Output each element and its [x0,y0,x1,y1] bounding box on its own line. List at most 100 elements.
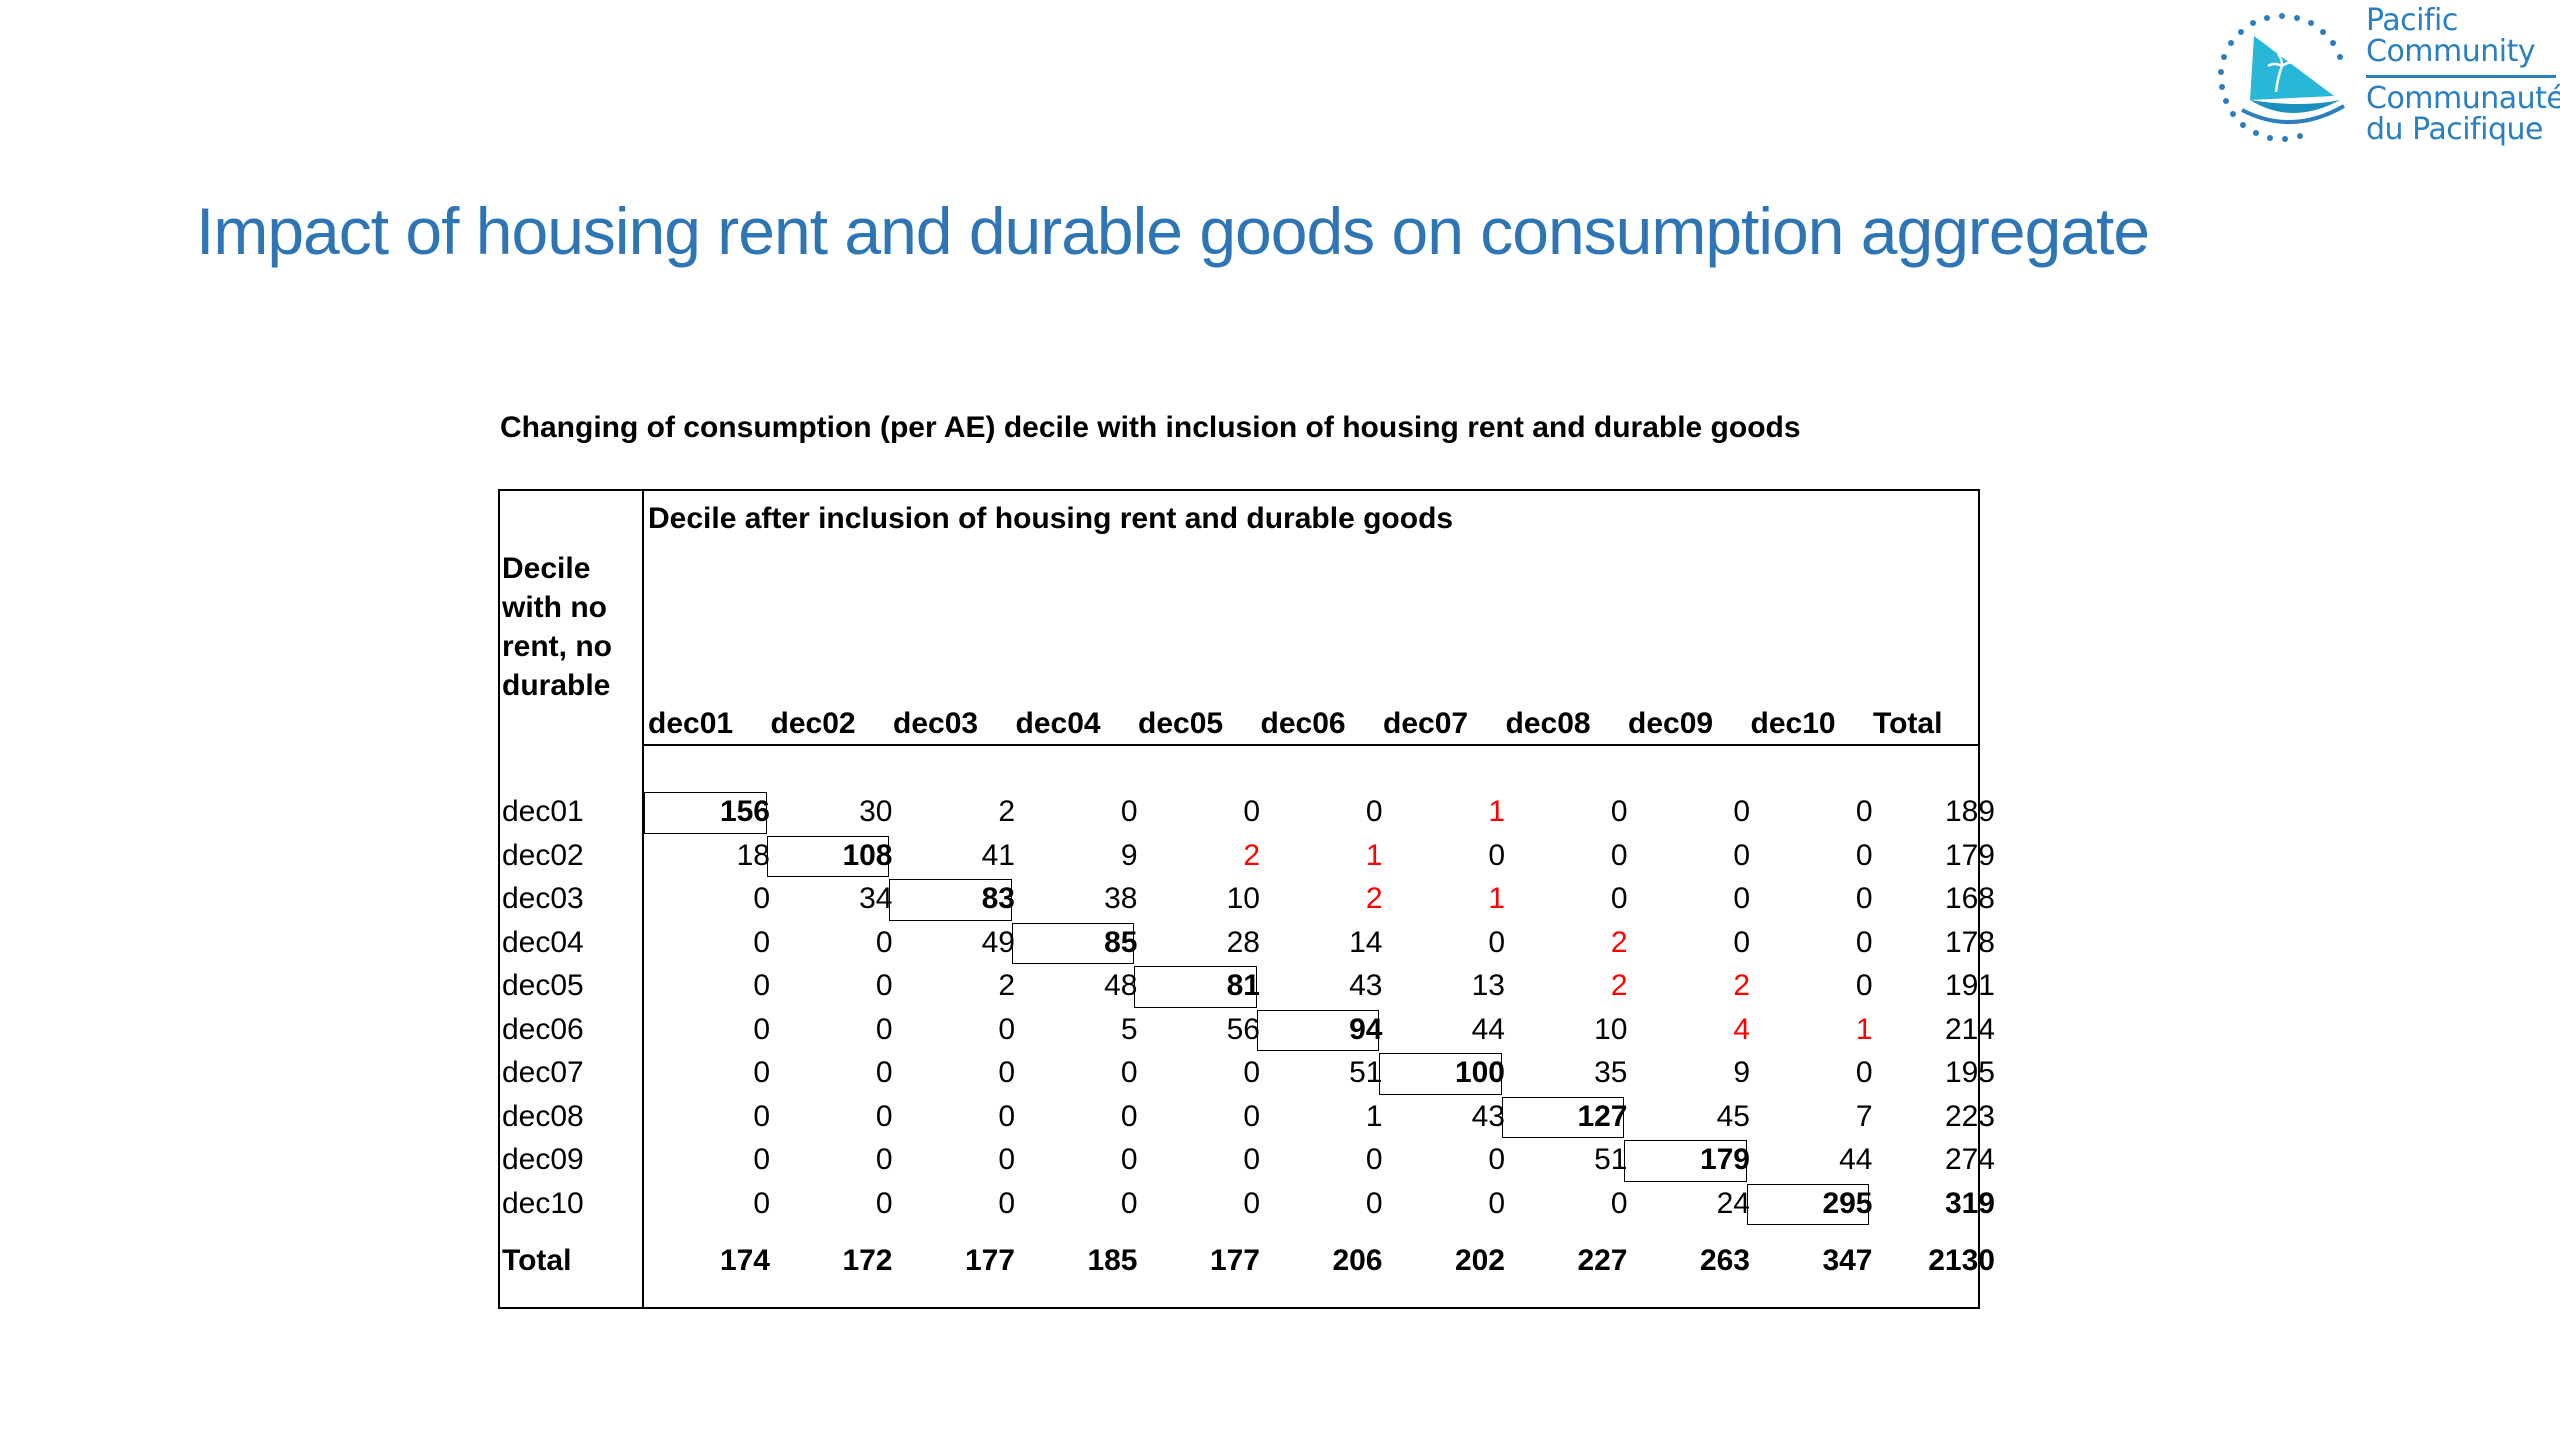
table-cell: 1 [1488,882,1505,915]
table-cell: 0 [753,1056,770,1089]
logo-emblem-icon [2218,13,2345,142]
table-cell: 189 [1944,795,1995,828]
table-cell: 0 [1610,1186,1628,1220]
table-cell: 0 [875,1056,893,1089]
column-header-dec10: dec10 [1750,707,1836,740]
table-cell: 0 [1365,1143,1383,1176]
total-cell: 177 [964,1244,1015,1277]
table-cell: 0 [1120,1099,1138,1133]
table-cell: 0 [998,1143,1015,1176]
table-cell: 18 [736,838,770,872]
table-cell: 295 [1822,1186,1873,1220]
table-cell: 0 [1855,795,1873,828]
table-cell: 156 [719,795,770,828]
table-cell: 44 [1471,1012,1505,1046]
column-header-dec06: dec06 [1260,707,1346,740]
row-group-header: Decile with no rent, no durable [502,552,612,702]
total-cell: 185 [1087,1244,1138,1277]
table-cell: 56 [1226,1012,1260,1046]
diagonal-cell-box [1134,966,1257,1008]
table-cell: 9 [1120,838,1138,872]
table-cell: 0 [1488,1186,1505,1220]
table-cell: 191 [1944,969,1995,1002]
total-row-label: Total [502,1244,572,1277]
column-group-header: Decile after inclusion of housing rent a… [648,502,1454,535]
table-cell: 0 [1733,925,1750,959]
table-cell: 0 [875,1143,893,1176]
table-cell: 0 [1733,882,1750,915]
table-cell: 0 [998,1099,1015,1133]
column-header-dec08: dec08 [1505,707,1591,740]
table-cell: 14 [1349,925,1383,959]
table-cell: 4 [1733,1012,1750,1046]
logo-text-du-pacifique: du Pacifique [2366,112,2543,147]
table-cell: 0 [1733,838,1750,872]
table-cell: 2 [1365,882,1383,915]
table-cell: 44 [1839,1143,1873,1176]
pacific-community-logo: Pacific Community Communauté du Pacifiqu… [2204,0,2560,150]
table-cell: 30 [859,795,893,828]
table-cell: 2 [998,969,1015,1002]
diagonal-cell-box [766,835,889,877]
total-cell: 202 [1454,1244,1505,1277]
column-header-dec05: dec05 [1138,707,1224,740]
row-label-dec05: dec05 [502,969,584,1002]
table-cell: 0 [1120,1143,1138,1176]
table-cell: 0 [998,1056,1015,1089]
table-cell: 0 [753,1143,770,1176]
table-cell: 0 [1365,795,1383,828]
table-caption: Changing of consumption (per AE) decile … [500,411,1801,444]
table-cell: 108 [842,838,893,872]
table-cell: 0 [753,882,770,915]
table-cell: 0 [1488,838,1505,872]
table-cell: 0 [1243,1099,1260,1133]
row-label-dec09: dec09 [502,1143,584,1176]
table-cell: 0 [753,1186,770,1220]
row-label-dec01: dec01 [502,795,584,828]
column-header-dec07: dec07 [1383,707,1469,740]
table-cell: 1 [1488,795,1505,828]
logo-text-community: Community [2366,34,2536,69]
diagonal-cell-box [1011,922,1134,964]
table-cell: 0 [1365,1186,1383,1220]
row-label-dec08: dec08 [502,1099,584,1133]
table-cell: 0 [875,1186,893,1220]
table-cell: 2 [1610,925,1628,959]
row-header-divider [642,491,644,1307]
diagonal-cell-box [1624,1140,1747,1182]
table-cell: 83 [981,882,1015,915]
table-cell: 2 [1610,969,1628,1002]
total-cell: 347 [1822,1244,1873,1277]
row-label-dec04: dec04 [502,925,584,959]
table-cell: 178 [1944,925,1995,959]
table-cell: 51 [1349,1056,1383,1089]
table-cell: 195 [1944,1056,1995,1089]
diagonal-cell-box [1501,1096,1624,1138]
table-cell: 168 [1944,882,1995,915]
table-cell: 5 [1120,1012,1138,1046]
table-cell: 10 [1594,1012,1628,1046]
column-header-dec04: dec04 [1015,707,1101,740]
logo-text-communaute: Communauté [2366,81,2560,116]
table-cell: 0 [1243,1056,1260,1089]
table-cell: 0 [753,1012,770,1046]
table-cell: 24 [1716,1186,1750,1220]
column-header-dec01: dec01 [648,707,734,740]
table-cell: 0 [1120,1056,1138,1089]
table-cell: 274 [1944,1143,1995,1176]
column-header-dec09: dec09 [1628,707,1714,740]
table-cell: 0 [875,925,893,959]
table-cell: 0 [998,1012,1015,1046]
logo-divider [2366,75,2556,78]
table-cell: 0 [1610,838,1628,872]
table-cell: 48 [1104,969,1138,1002]
slide-title: Impact of housing rent and durable goods… [196,194,2150,268]
table-cell: 10 [1226,882,1260,915]
table-cell: 179 [1699,1143,1750,1176]
table-cell: 214 [1944,1012,1995,1046]
table-cell: 0 [1243,1186,1260,1220]
table-cell: 0 [1733,795,1750,828]
table-cell: 43 [1471,1099,1505,1133]
table-cell: 94 [1349,1012,1383,1046]
table-cell: 13 [1471,969,1505,1002]
